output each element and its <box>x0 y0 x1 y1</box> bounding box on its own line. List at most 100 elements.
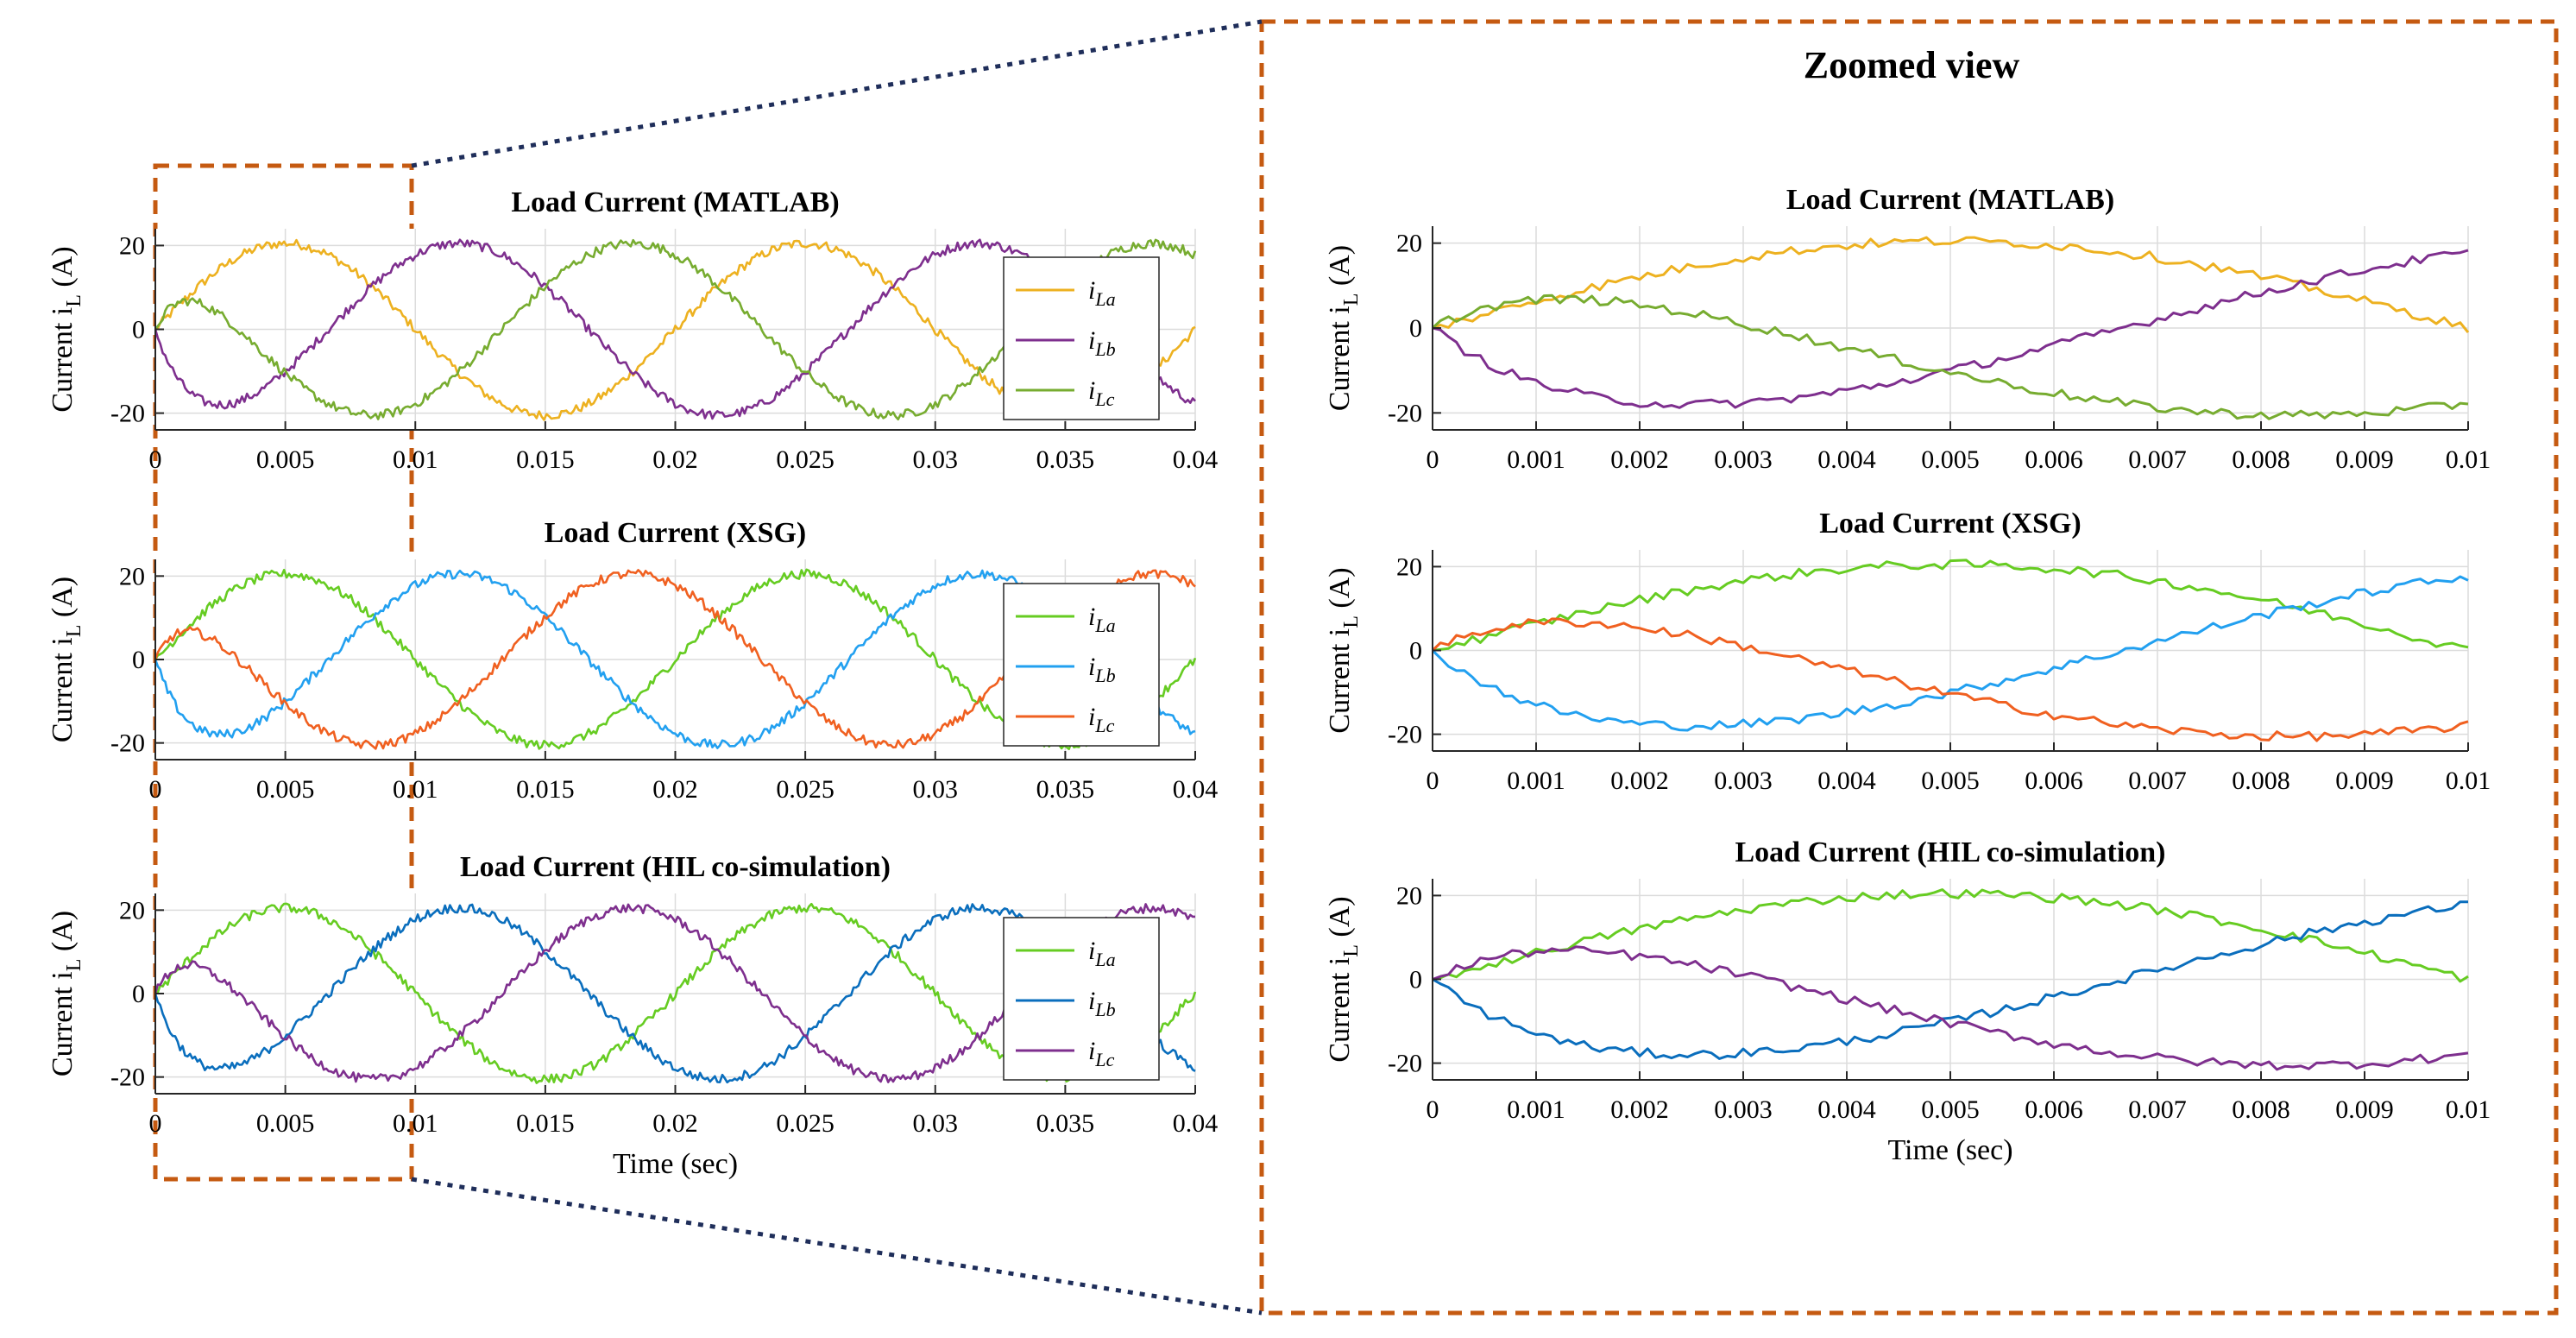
x-tick-label: 0.04 <box>1173 445 1219 474</box>
series-line-a <box>1432 888 2469 983</box>
y-tick-label: -20 <box>1388 721 1422 749</box>
series-line-b <box>154 903 1196 1084</box>
x-tick-label: 0.008 <box>2232 1095 2290 1124</box>
x-tick-label: 0.006 <box>2025 767 2083 795</box>
chart-zoom-hil: 0 0.001 0.002 0.003 0.004 0.005 0.006 0.007 0.00… <box>1324 836 2491 1166</box>
chart-zoom-xsg: 0 0.001 0.002 0.003 0.004 0.005 0.006 0.007 0.00… <box>1324 508 2491 795</box>
y-axis-label: Current iL (A) <box>47 911 85 1076</box>
x-tick-label: 0.005 <box>256 445 315 474</box>
legend: iLa iLb iLc <box>1003 256 1160 420</box>
y-tick-label: -20 <box>110 400 145 428</box>
y-tick-label: 20 <box>1396 552 1422 581</box>
series-line-a <box>1432 236 2470 334</box>
x-tick-label: 0.002 <box>1610 445 1669 474</box>
x-tick-label: 0.009 <box>2335 1095 2394 1124</box>
x-tick-label: 0.01 <box>393 775 438 804</box>
y-tick-label: 20 <box>1396 230 1422 258</box>
legend: iLa iLb iLc <box>1003 917 1160 1081</box>
y-tick-label: 0 <box>1409 637 1422 666</box>
legend-entry: iLa <box>1088 937 1116 970</box>
chart-title: Load Current (MATLAB) <box>511 186 839 218</box>
series-line-b <box>1432 900 2468 1060</box>
x-tick-label: 0.004 <box>1817 1095 1876 1124</box>
x-tick-label: 0.01 <box>2446 1095 2491 1124</box>
x-tick-label: 0.009 <box>2335 445 2394 474</box>
x-tick-label: 0.005 <box>1921 767 1980 795</box>
x-tick-label: 0.035 <box>1036 445 1095 474</box>
x-tick-label: 0.01 <box>2446 445 2491 474</box>
x-tick-label: 0.04 <box>1173 1109 1219 1138</box>
x-tick-label: 0 <box>1427 445 1439 474</box>
series-line-b <box>1431 575 2469 732</box>
y-tick-label: 0 <box>132 980 145 1008</box>
x-tick-label: 0.003 <box>1714 767 1773 795</box>
legend-entry: iLc <box>1088 1037 1115 1070</box>
zoomed-view-title: Zoomed view <box>1804 44 2020 86</box>
x-tick-label: 0.035 <box>1036 1109 1095 1138</box>
x-tick-label: 0.005 <box>1921 1095 1980 1124</box>
x-tick-label: 0.005 <box>1921 445 1980 474</box>
zoom-connector-bottom <box>411 1177 1263 1316</box>
legend-entry: iLa <box>1088 276 1116 310</box>
y-axis-label: Current iL (A) <box>1324 567 1363 733</box>
x-tick-label: 0.02 <box>652 1109 698 1138</box>
x-tick-label: 0.008 <box>2232 445 2290 474</box>
y-axis-label: Current iL (A) <box>47 246 85 412</box>
chart-title: Load Current (MATLAB) <box>1786 184 2114 216</box>
x-tick-label: 0.003 <box>1714 1095 1773 1124</box>
zoomed-view-frame <box>1259 19 2559 1316</box>
chart-left-matlab: 0 0.005 0.01 0.015 0.02 0.025 0.03 0.035 0.04 -20… <box>47 186 1218 474</box>
series-line-b <box>1432 249 2469 409</box>
x-tick-label: 0.004 <box>1817 767 1876 795</box>
x-tick-label: 0.001 <box>1507 767 1565 795</box>
chart-title: Load Current (HIL co-simulation) <box>460 851 891 883</box>
x-axis-label: Time (sec) <box>613 1148 738 1180</box>
x-tick-label: 0.005 <box>256 1109 315 1138</box>
chart-title: Load Current (HIL co-simulation) <box>1735 836 2165 868</box>
y-tick-label: 20 <box>119 231 145 260</box>
x-tick-label: 0.01 <box>393 1109 438 1138</box>
y-tick-label: 0 <box>132 316 145 344</box>
x-tick-label: 0.001 <box>1507 1095 1565 1124</box>
x-tick-label: 0.02 <box>652 775 698 804</box>
x-tick-label: 0.004 <box>1817 445 1876 474</box>
legend-entry: iLb <box>1088 653 1116 686</box>
legend: iLa iLb iLc <box>1003 583 1160 747</box>
x-tick-label: 0.015 <box>516 775 575 804</box>
x-tick-label: 0.009 <box>2335 767 2394 795</box>
y-tick-label: 20 <box>119 896 145 925</box>
y-tick-label: 20 <box>119 562 145 590</box>
series-line-b <box>154 238 1196 420</box>
series-line-c <box>1432 945 2469 1071</box>
chart-zoom-matlab: 0 0.001 0.002 0.003 0.004 0.005 0.006 0.007 0.00… <box>1324 184 2491 474</box>
x-tick-label: 0.003 <box>1714 445 1773 474</box>
y-tick-label: -20 <box>1388 1050 1422 1078</box>
x-tick-label: 0.03 <box>913 775 959 804</box>
x-tick-label: 0.01 <box>393 445 438 474</box>
y-tick-label: 0 <box>1409 314 1422 343</box>
x-axis-label: Time (sec) <box>1887 1134 2012 1166</box>
legend-entry: iLc <box>1088 376 1115 410</box>
x-tick-label: 0.01 <box>2446 767 2491 795</box>
x-tick-label: 0.025 <box>776 775 835 804</box>
x-tick-label: 0 <box>1427 1095 1439 1124</box>
x-tick-label: 0.002 <box>1610 1095 1669 1124</box>
x-tick-label: 0.006 <box>2025 1095 2083 1124</box>
x-tick-label: 0.015 <box>516 1109 575 1138</box>
x-tick-label: 0.025 <box>776 1109 835 1138</box>
legend-entry: iLb <box>1088 987 1116 1020</box>
y-tick-label: -20 <box>110 729 145 758</box>
x-tick-label: 0.02 <box>652 445 698 474</box>
x-tick-label: 0.007 <box>2128 1095 2187 1124</box>
legend-box <box>1003 917 1160 1081</box>
series-line-c <box>1431 293 2469 420</box>
y-axis-label: Current iL (A) <box>47 577 85 742</box>
x-tick-label: 0.001 <box>1507 445 1565 474</box>
x-tick-label: 0 <box>149 775 162 804</box>
x-tick-label: 0.03 <box>913 445 959 474</box>
x-tick-label: 0.008 <box>2232 767 2290 795</box>
x-tick-label: 0.015 <box>516 445 575 474</box>
y-axis-label: Current iL (A) <box>1324 896 1363 1062</box>
y-tick-label: 0 <box>1409 966 1422 994</box>
